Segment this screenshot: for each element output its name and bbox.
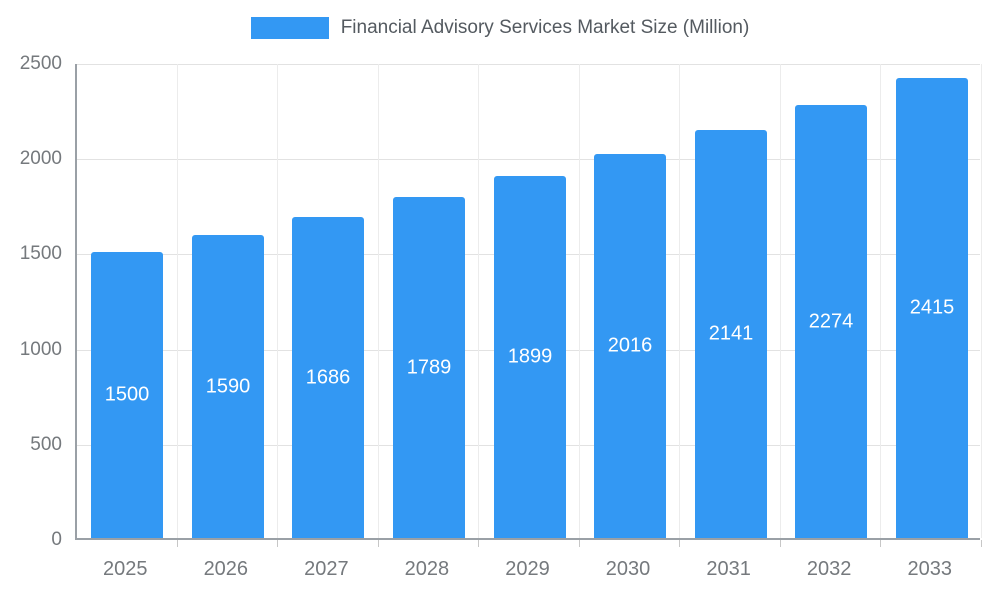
bar-2030[interactable]: 2016 <box>594 154 666 538</box>
y-tick-label: 0 <box>51 529 62 550</box>
bar-value-label: 1789 <box>406 356 452 378</box>
x-tick-label: 2027 <box>304 558 349 580</box>
x-axis-tick <box>981 540 982 547</box>
x-tick-label: 2025 <box>103 558 148 580</box>
x-axis-tick <box>176 540 178 547</box>
y-tick-label: 2500 <box>19 53 62 74</box>
bar-value-label: 1590 <box>205 375 251 397</box>
y-tick-label: 1000 <box>19 338 62 360</box>
x-tick-label: 2030 <box>605 558 651 580</box>
x-tick-label: 2031 <box>706 558 751 580</box>
bar-2031[interactable]: 2141 <box>695 130 767 538</box>
bar-2029[interactable]: 1899 <box>494 176 566 538</box>
x-axis-tick <box>578 540 580 547</box>
bar-value-label: 1899 <box>507 345 553 368</box>
plot-area: 1500 1590 1686 1789 1899 2016 2141 2274 2415 <box>75 64 982 547</box>
gridline-h <box>77 159 980 161</box>
x-axis-tick <box>478 540 480 547</box>
gridline-v <box>981 64 982 538</box>
x-tick-label: 2028 <box>404 558 450 580</box>
y-tick-label: 1500 <box>19 243 62 265</box>
gridline-v <box>679 64 681 538</box>
gridline-v <box>880 64 882 538</box>
bar-value-label: 2016 <box>607 334 653 357</box>
gridline-v <box>277 64 279 538</box>
bar-value-label: 2141 <box>708 322 754 345</box>
gridline-v <box>779 64 781 538</box>
bar-2027[interactable]: 1686 <box>292 217 364 538</box>
bar-2033[interactable]: 2415 <box>896 78 968 538</box>
x-axis-tick <box>779 540 781 547</box>
gridline-v <box>578 64 580 538</box>
bar-value-label: 2415 <box>909 296 955 319</box>
gridline-v <box>478 64 480 538</box>
bar-2026[interactable]: 1590 <box>192 235 264 538</box>
y-tick-label: 2000 <box>19 148 62 170</box>
bar-2032[interactable]: 2274 <box>795 105 867 538</box>
x-tick-label: 2033 <box>907 558 952 580</box>
x-axis-tick <box>880 540 882 547</box>
gridline-v <box>176 64 178 538</box>
y-tick-label: 500 <box>30 433 62 455</box>
bar-value-label: 1686 <box>305 366 351 388</box>
bar-2025[interactable]: 1500 <box>91 252 163 538</box>
chart-legend[interactable]: Financial Advisory Services Market Size … <box>0 17 1000 39</box>
x-tick-label: 2029 <box>505 558 550 580</box>
bar-value-label: 2274 <box>808 310 854 332</box>
x-tick-label: 2032 <box>806 558 852 580</box>
x-axis-tick <box>377 540 379 547</box>
legend-swatch <box>250 17 329 39</box>
bar-2028[interactable]: 1789 <box>393 197 465 538</box>
bar-value-label: 1500 <box>104 383 150 406</box>
chart-title: Financial Advisory Services Market Size … <box>340 17 750 38</box>
x-tick-label: 2026 <box>203 558 249 580</box>
gridline-v <box>377 64 379 538</box>
x-axis-tick <box>277 540 279 547</box>
x-axis-tick <box>679 540 681 547</box>
gridline-h <box>77 64 980 65</box>
